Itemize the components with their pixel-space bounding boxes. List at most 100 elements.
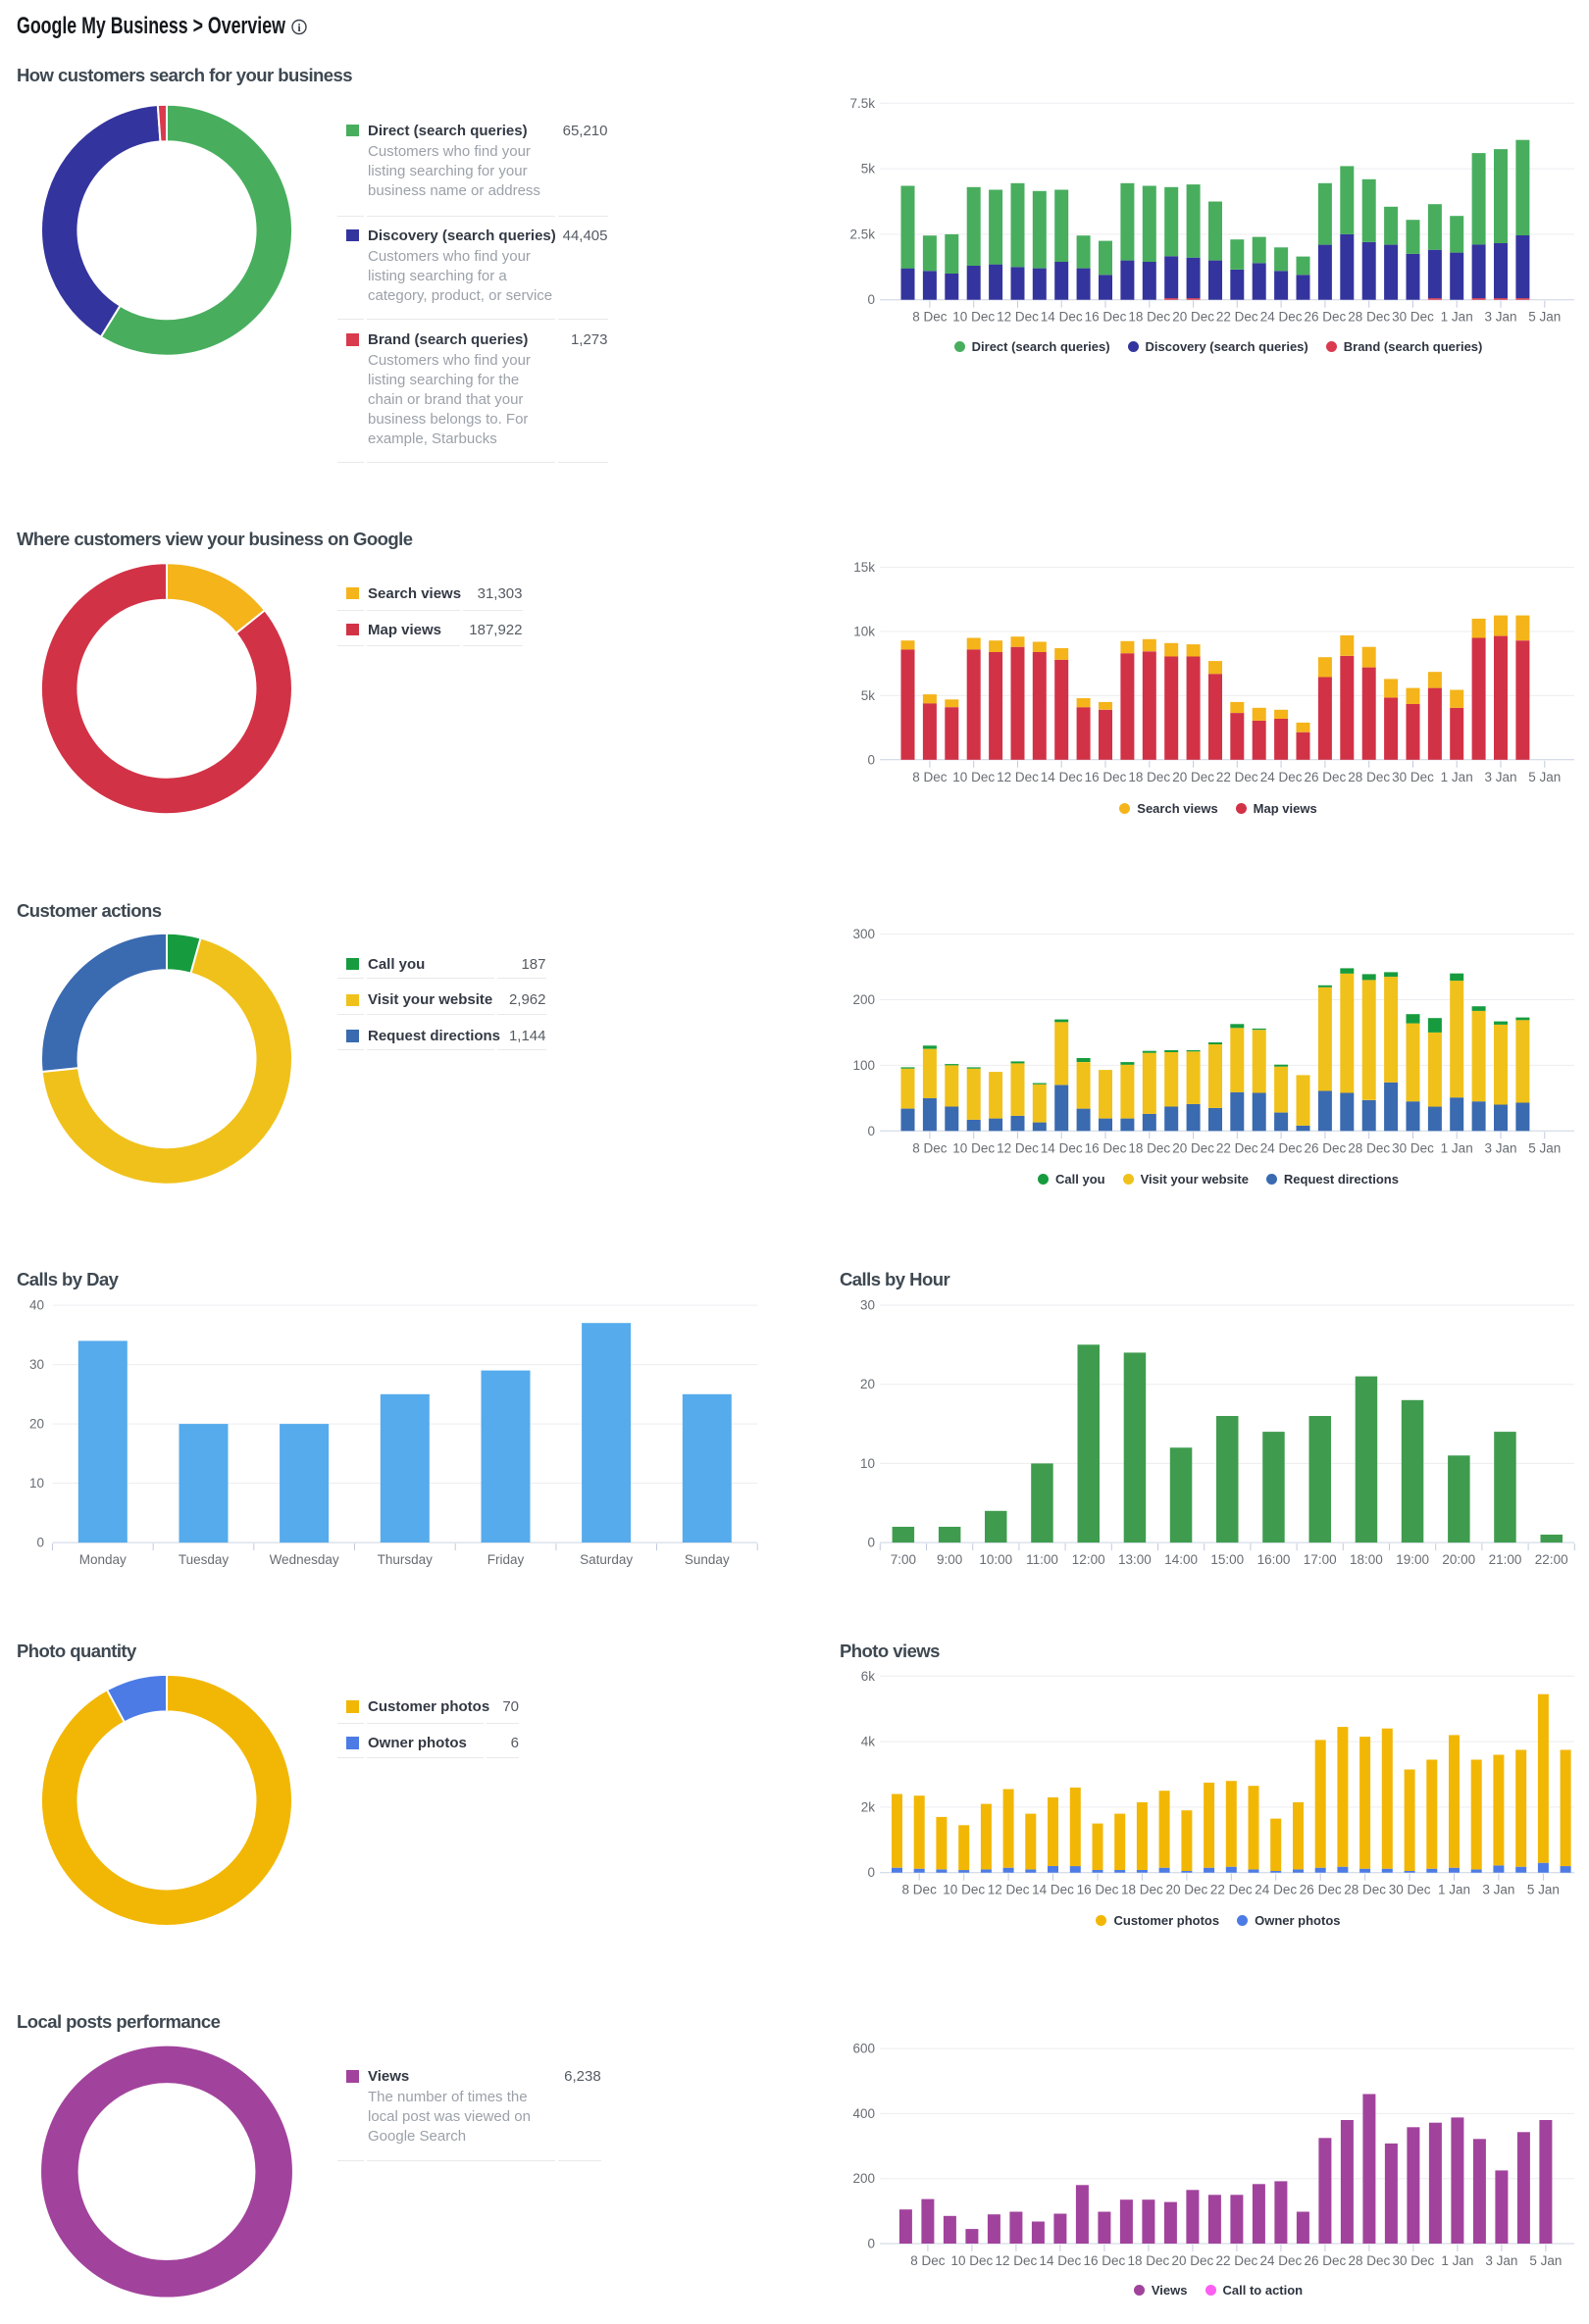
svg-text:28 Dec: 28 Dec: [1348, 770, 1390, 784]
svg-text:0: 0: [867, 752, 875, 767]
svg-text:16 Dec: 16 Dec: [1085, 310, 1127, 325]
svg-text:8 Dec: 8 Dec: [912, 1140, 948, 1155]
svg-text:0: 0: [867, 292, 875, 307]
svg-text:19:00: 19:00: [1396, 1552, 1429, 1567]
svg-text:20 Dec: 20 Dec: [1172, 2253, 1214, 2268]
svg-text:5k: 5k: [861, 688, 876, 703]
svg-text:7:00: 7:00: [891, 1552, 916, 1567]
svg-text:10: 10: [860, 1456, 875, 1471]
svg-text:14 Dec: 14 Dec: [1032, 1883, 1074, 1897]
svg-text:18 Dec: 18 Dec: [1128, 2253, 1170, 2268]
svg-text:3 Jan: 3 Jan: [1484, 1140, 1516, 1155]
svg-text:12:00: 12:00: [1072, 1552, 1105, 1567]
svg-text:12 Dec: 12 Dec: [996, 2253, 1038, 2268]
svg-text:5k: 5k: [861, 162, 876, 177]
svg-text:20 Dec: 20 Dec: [1172, 310, 1214, 325]
svg-text:30 Dec: 30 Dec: [1392, 1140, 1434, 1155]
svg-text:5 Jan: 5 Jan: [1529, 2253, 1562, 2268]
svg-text:0: 0: [867, 1865, 875, 1880]
svg-text:5 Jan: 5 Jan: [1527, 1883, 1560, 1897]
svg-text:30 Dec: 30 Dec: [1393, 2253, 1435, 2268]
svg-text:22 Dec: 22 Dec: [1216, 770, 1258, 784]
svg-text:16 Dec: 16 Dec: [1085, 770, 1127, 784]
svg-text:12 Dec: 12 Dec: [988, 1883, 1030, 1897]
svg-text:22 Dec: 22 Dec: [1216, 1140, 1258, 1155]
svg-text:20 Dec: 20 Dec: [1166, 1883, 1208, 1897]
svg-text:Thursday: Thursday: [378, 1552, 434, 1567]
svg-text:28 Dec: 28 Dec: [1344, 1883, 1386, 1897]
svg-text:Monday: Monday: [79, 1552, 127, 1567]
svg-text:14 Dec: 14 Dec: [1041, 770, 1083, 784]
svg-text:26 Dec: 26 Dec: [1300, 1883, 1342, 1897]
svg-text:17:00: 17:00: [1304, 1552, 1337, 1567]
svg-text:22 Dec: 22 Dec: [1216, 2253, 1258, 2268]
svg-text:200: 200: [852, 992, 875, 1007]
svg-text:24 Dec: 24 Dec: [1255, 1883, 1297, 1897]
svg-text:4k: 4k: [861, 1735, 876, 1749]
svg-text:0: 0: [867, 2237, 875, 2251]
svg-text:1 Jan: 1 Jan: [1441, 1140, 1473, 1155]
svg-text:24 Dec: 24 Dec: [1260, 310, 1303, 325]
svg-text:Sunday: Sunday: [685, 1552, 730, 1567]
svg-text:300: 300: [852, 927, 875, 941]
svg-text:30 Dec: 30 Dec: [1389, 1883, 1431, 1897]
svg-text:28 Dec: 28 Dec: [1349, 2253, 1391, 2268]
svg-text:6k: 6k: [861, 1669, 876, 1684]
svg-text:24 Dec: 24 Dec: [1260, 2253, 1303, 2268]
svg-text:5 Jan: 5 Jan: [1528, 310, 1561, 325]
svg-text:18 Dec: 18 Dec: [1128, 1140, 1170, 1155]
svg-text:8 Dec: 8 Dec: [902, 1883, 938, 1897]
svg-text:3 Jan: 3 Jan: [1485, 2253, 1517, 2268]
svg-text:12 Dec: 12 Dec: [997, 310, 1039, 325]
svg-text:20: 20: [860, 1377, 875, 1391]
svg-text:20: 20: [29, 1417, 44, 1432]
svg-text:10:00: 10:00: [979, 1552, 1012, 1567]
svg-text:28 Dec: 28 Dec: [1348, 1140, 1390, 1155]
svg-text:10 Dec: 10 Dec: [952, 770, 995, 784]
svg-text:3 Jan: 3 Jan: [1482, 1883, 1514, 1897]
svg-text:13:00: 13:00: [1118, 1552, 1152, 1567]
svg-text:22 Dec: 22 Dec: [1216, 310, 1258, 325]
svg-text:18 Dec: 18 Dec: [1128, 310, 1170, 325]
svg-text:5 Jan: 5 Jan: [1528, 770, 1561, 784]
svg-text:11:00: 11:00: [1026, 1552, 1058, 1567]
svg-text:15k: 15k: [853, 560, 875, 575]
svg-text:200: 200: [852, 2171, 875, 2186]
svg-text:7.5k: 7.5k: [849, 96, 875, 111]
svg-text:15:00: 15:00: [1210, 1552, 1244, 1567]
svg-text:18 Dec: 18 Dec: [1121, 1883, 1163, 1897]
svg-text:Wednesday: Wednesday: [270, 1552, 339, 1567]
svg-text:30 Dec: 30 Dec: [1392, 310, 1434, 325]
svg-text:3 Jan: 3 Jan: [1484, 770, 1516, 784]
svg-text:i: i: [297, 21, 301, 34]
svg-text:10k: 10k: [853, 625, 875, 639]
svg-text:24 Dec: 24 Dec: [1260, 1140, 1303, 1155]
svg-text:16 Dec: 16 Dec: [1085, 1140, 1127, 1155]
svg-text:1 Jan: 1 Jan: [1441, 770, 1473, 784]
svg-text:1 Jan: 1 Jan: [1441, 310, 1473, 325]
svg-text:8 Dec: 8 Dec: [912, 310, 948, 325]
svg-text:9:00: 9:00: [937, 1552, 962, 1567]
svg-text:600: 600: [852, 2042, 875, 2056]
svg-text:10: 10: [29, 1476, 44, 1490]
svg-text:1 Jan: 1 Jan: [1438, 1883, 1470, 1897]
svg-text:20 Dec: 20 Dec: [1172, 770, 1214, 784]
svg-text:12 Dec: 12 Dec: [997, 770, 1039, 784]
svg-text:14 Dec: 14 Dec: [1041, 1140, 1083, 1155]
svg-text:Tuesday: Tuesday: [179, 1552, 230, 1567]
svg-text:26 Dec: 26 Dec: [1305, 770, 1347, 784]
svg-text:1 Jan: 1 Jan: [1441, 2253, 1473, 2268]
svg-text:26 Dec: 26 Dec: [1305, 1140, 1347, 1155]
svg-text:14 Dec: 14 Dec: [1041, 310, 1083, 325]
svg-text:30: 30: [860, 1298, 875, 1313]
svg-text:8 Dec: 8 Dec: [910, 2253, 946, 2268]
svg-text:400: 400: [852, 2106, 875, 2121]
svg-text:2k: 2k: [861, 1799, 876, 1814]
svg-text:30: 30: [29, 1357, 44, 1372]
svg-text:0: 0: [36, 1536, 44, 1550]
svg-text:100: 100: [852, 1058, 875, 1073]
svg-text:16 Dec: 16 Dec: [1084, 2253, 1126, 2268]
svg-text:10 Dec: 10 Dec: [943, 1883, 985, 1897]
svg-text:16:00: 16:00: [1257, 1552, 1291, 1567]
svg-text:28 Dec: 28 Dec: [1348, 310, 1390, 325]
